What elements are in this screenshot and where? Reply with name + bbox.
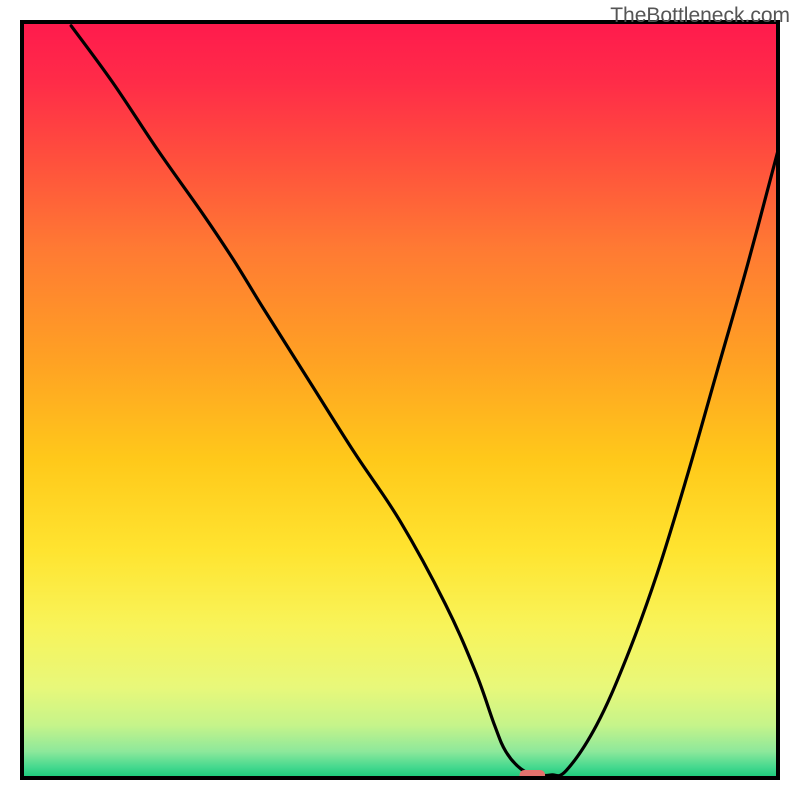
gradient-background: [22, 22, 778, 778]
chart-container: TheBottleneck.com: [0, 0, 800, 800]
watermark-text: TheBottleneck.com: [610, 4, 790, 28]
bottleneck-chart: [0, 0, 800, 800]
